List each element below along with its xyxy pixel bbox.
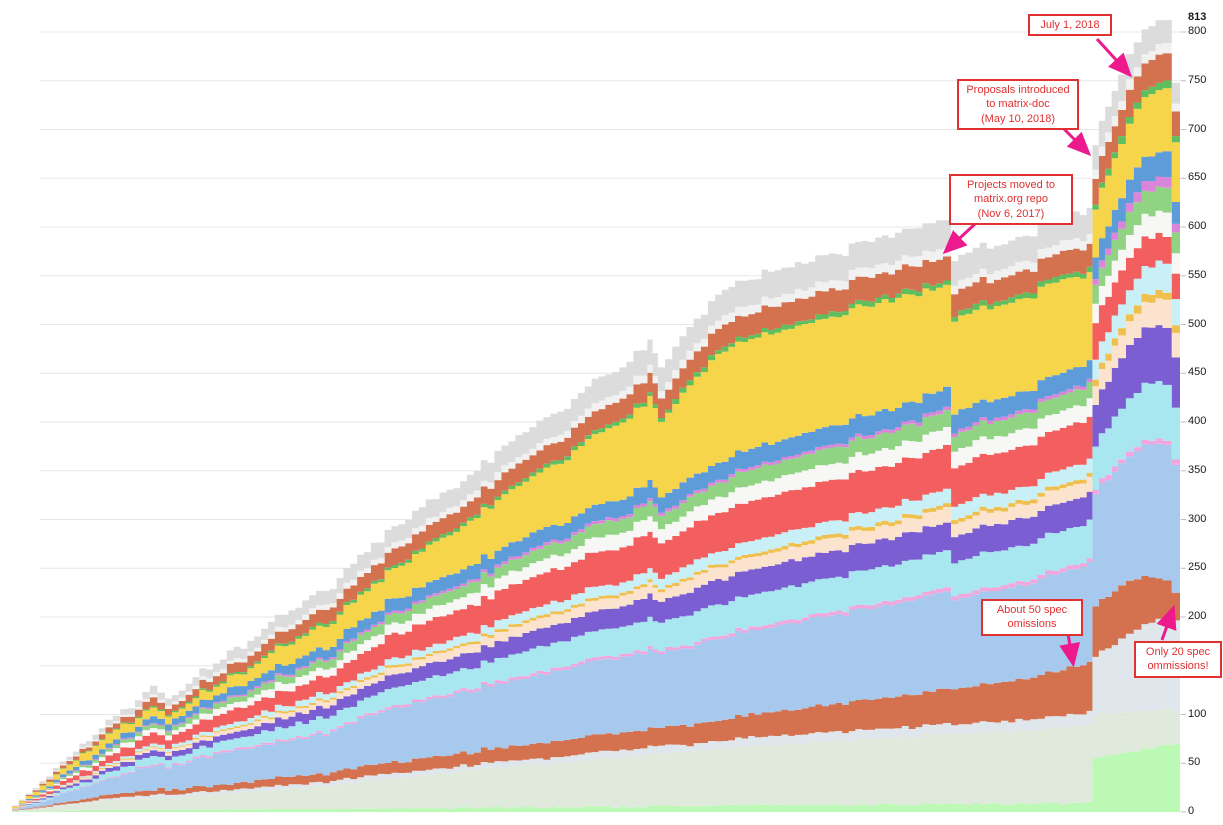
- series-closed-green: [12, 744, 1180, 812]
- series-orange-top: [12, 53, 1180, 807]
- y-tick-label: 50: [1188, 756, 1201, 769]
- y-tick-label: 700: [1188, 122, 1207, 135]
- series-off-white: [12, 43, 1180, 807]
- y-tick-label: 200: [1188, 610, 1207, 622]
- series-closed-sage: [12, 708, 1180, 812]
- annotation-50-omissions: About 50 spec omissions: [981, 599, 1083, 636]
- y-tick-label: 0: [1188, 805, 1195, 817]
- y-tick-label: 100: [1188, 707, 1207, 720]
- annotation-arrow: [1095, 37, 1133, 78]
- series-light-blue: [12, 443, 1180, 811]
- series-light-cyan: [12, 381, 1180, 811]
- y-tick-label: 250: [1188, 561, 1207, 574]
- series-yellow: [12, 88, 1180, 809]
- y-tick-label: 800: [1188, 25, 1207, 37]
- series-gray-top: [12, 20, 1180, 807]
- annotation-20-omissions: Only 20 spec ommissions!: [1134, 641, 1222, 678]
- y-tick-label: 600: [1188, 220, 1207, 232]
- annotation-arrow: [1059, 633, 1081, 668]
- y-tick-label: 750: [1188, 73, 1207, 86]
- annotation-proposals: Proposals introduced to matrix-doc (May …: [957, 79, 1079, 130]
- annotation-arrow: [1061, 126, 1092, 157]
- y-tick-label: 400: [1188, 415, 1207, 427]
- series-red: [12, 232, 1180, 810]
- y-tick-label: 300: [1188, 512, 1207, 525]
- y-tick-label: 500: [1188, 317, 1207, 330]
- series-spec-omissions-orange: [12, 575, 1180, 811]
- y-tick-label: 350: [1188, 463, 1207, 476]
- annotation-projects-moved: Projects moved to matrix.org repo (Nov 6…: [949, 174, 1073, 225]
- y-tick-label: 650: [1188, 171, 1207, 184]
- annotation-arrow: [1156, 604, 1177, 641]
- annotation-arrow: [942, 221, 978, 255]
- peak-value-label: 813: [1188, 11, 1207, 24]
- y-tick-label: 550: [1188, 268, 1207, 281]
- annotation-july-2018: July 1, 2018: [1028, 14, 1112, 37]
- y-tick-label: 450: [1188, 366, 1207, 379]
